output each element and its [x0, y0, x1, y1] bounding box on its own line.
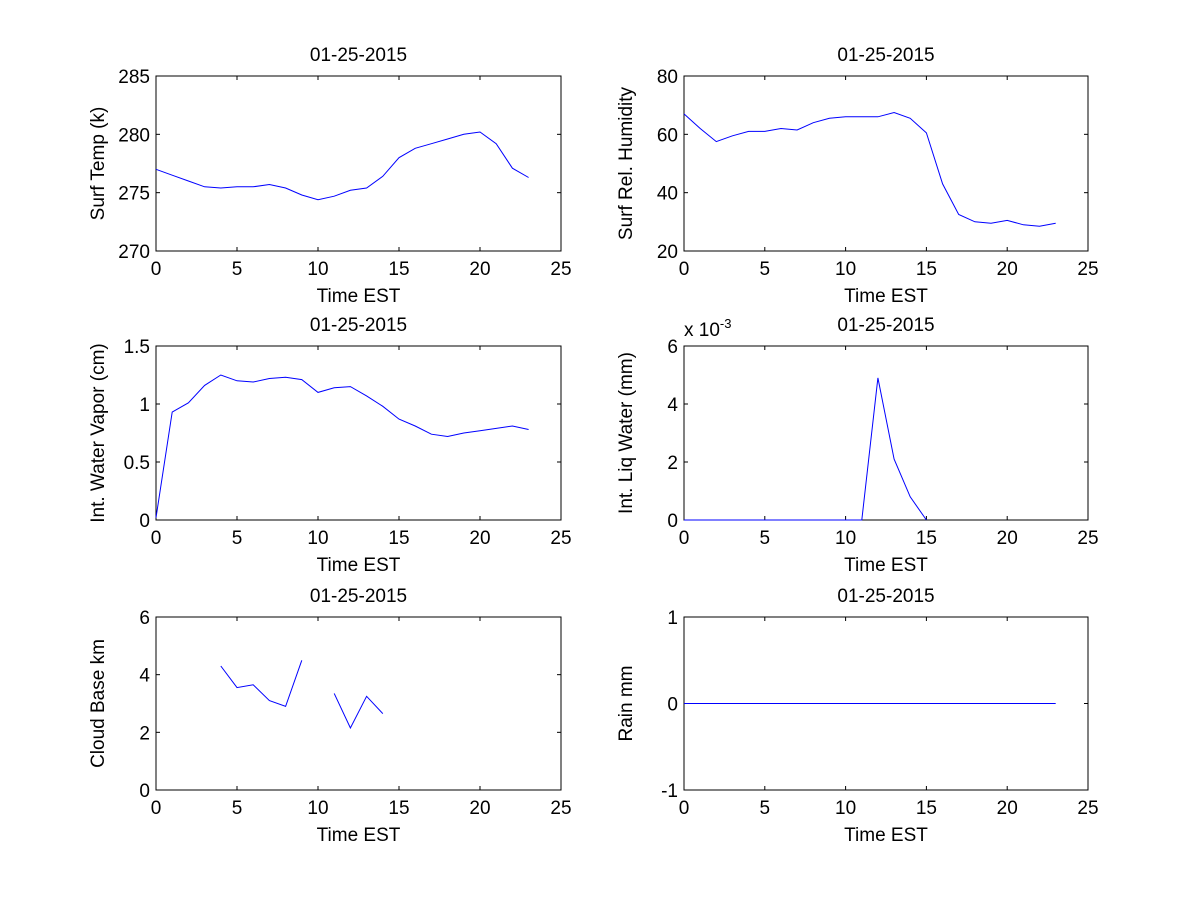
y-tick-label: 4 — [667, 395, 678, 416]
x-tick-label: 25 — [1077, 528, 1098, 549]
y-tick-label: 60 — [657, 125, 678, 146]
y-tick-label: 0 — [667, 511, 678, 532]
x-axis-label: Time EST — [844, 286, 928, 307]
y-tick-label: 1 — [139, 395, 150, 416]
x-tick-label: 10 — [835, 798, 856, 819]
chart-title: 01-25-2015 — [837, 586, 934, 607]
y-axis-label: Rain mm — [616, 665, 637, 741]
x-tick-label: 20 — [469, 259, 490, 280]
y-axis-label: Surf Rel. Humidity — [616, 86, 637, 240]
x-tick-label: 20 — [997, 528, 1018, 549]
y-axis-label: Int. Water Vapor (cm) — [88, 343, 109, 522]
x-axis-label: Time EST — [317, 286, 401, 307]
axes-box — [156, 346, 561, 520]
x-tick-label: 5 — [232, 798, 243, 819]
y-tick-label: 80 — [657, 67, 678, 88]
x-tick-label: 10 — [307, 798, 328, 819]
subplot-5: 0 5 10 15 20 25 0 2 4 6 01-25-2015 Time EST Cloud Ba… — [88, 586, 572, 846]
x-tick-label: 15 — [916, 798, 937, 819]
x-tick-label: 15 — [388, 259, 409, 280]
y-tick-label: 285 — [118, 67, 150, 88]
y-tick-label: 280 — [118, 125, 150, 146]
y-tick-label: 270 — [118, 242, 150, 263]
y-tick-label: 0.5 — [124, 453, 150, 474]
y-tick-label: 6 — [667, 337, 678, 358]
chart-title: 01-25-2015 — [310, 315, 407, 336]
y-tick-label: 6 — [139, 608, 150, 629]
y-axis-label: Int. Liq Water (mm) — [616, 352, 637, 514]
y-tick-label: 0 — [667, 695, 678, 716]
y-tick-label: 20 — [657, 242, 678, 263]
chart-title: 01-25-2015 — [837, 45, 934, 66]
chart-title: 01-25-2015 — [310, 45, 407, 66]
exponent-base: x 10 — [684, 320, 720, 341]
subplot-1: 0 5 10 15 20 25 270 275 280 285 01-25-2015 Time EST… — [88, 45, 572, 307]
x-tick-label: 25 — [550, 259, 571, 280]
x-tick-label: 25 — [1077, 259, 1098, 280]
x-tick-label: 25 — [550, 528, 571, 549]
subplot-2: 0 5 10 15 20 25 20 40 60 80 01-25-2015 Time EST Surf… — [616, 45, 1099, 307]
y-tick-label: 2 — [667, 453, 678, 474]
x-tick-label: 10 — [307, 528, 328, 549]
x-axis-label: Time EST — [317, 555, 401, 576]
x-tick-label: 0 — [679, 798, 690, 819]
x-tick-label: 20 — [469, 528, 490, 549]
y-tick-label: 40 — [657, 184, 678, 205]
x-tick-label: 5 — [760, 798, 771, 819]
exponent-power: -3 — [720, 316, 732, 331]
y-tick-label: 0 — [139, 511, 150, 532]
axes-box — [156, 76, 561, 251]
chart-title: 01-25-2015 — [837, 315, 934, 336]
x-axis-label: Time EST — [317, 825, 401, 846]
x-tick-label: 20 — [997, 259, 1018, 280]
axes-box — [684, 346, 1088, 520]
y-axis-label: Cloud Base km — [88, 639, 109, 768]
x-tick-label: 0 — [151, 528, 162, 549]
y-axis-label: Surf Temp (k) — [88, 107, 109, 221]
x-tick-label: 5 — [760, 528, 771, 549]
x-tick-label: 15 — [388, 528, 409, 549]
subplot-3: 0 5 10 15 20 25 0 0.5 1 1.5 01-25-2015 Time EST Int.… — [88, 315, 572, 576]
x-tick-label: 10 — [835, 259, 856, 280]
x-tick-label: 5 — [760, 259, 771, 280]
y-tick-label: 1 — [667, 608, 678, 629]
x-tick-label: 15 — [388, 798, 409, 819]
x-axis-label: Time EST — [844, 555, 928, 576]
x-tick-label: 0 — [679, 528, 690, 549]
y-tick-label: 1.5 — [124, 337, 150, 358]
y-tick-label: 2 — [139, 723, 150, 744]
x-tick-label: 25 — [550, 798, 571, 819]
x-tick-label: 15 — [916, 528, 937, 549]
x-axis-label: Time EST — [844, 825, 928, 846]
y-exponent-label: x 10-3 — [684, 316, 731, 341]
axes-box — [156, 617, 561, 790]
y-tick-label: 275 — [118, 184, 150, 205]
subplot-4: 0 5 10 15 20 25 0 2 4 6 01-25-2015 Time EST Int. Liq… — [616, 315, 1099, 576]
y-tick-label: 0 — [139, 781, 150, 802]
y-tick-label: -1 — [661, 781, 678, 802]
y-tick-label: 4 — [139, 666, 150, 687]
chart-title: 01-25-2015 — [310, 586, 407, 607]
x-tick-label: 5 — [232, 528, 243, 549]
x-tick-label: 0 — [151, 798, 162, 819]
x-tick-label: 15 — [916, 259, 937, 280]
x-tick-label: 5 — [232, 259, 243, 280]
x-tick-label: 0 — [679, 259, 690, 280]
x-tick-label: 0 — [151, 259, 162, 280]
x-tick-label: 10 — [835, 528, 856, 549]
x-tick-label: 20 — [469, 798, 490, 819]
x-tick-label: 25 — [1077, 798, 1098, 819]
x-tick-label: 10 — [307, 259, 328, 280]
x-tick-label: 20 — [997, 798, 1018, 819]
